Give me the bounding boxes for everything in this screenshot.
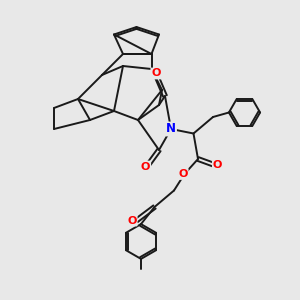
Text: O: O (178, 169, 188, 179)
Text: O: O (151, 68, 161, 79)
Text: O: O (127, 215, 137, 226)
Text: O: O (213, 160, 222, 170)
Text: N: N (166, 122, 176, 136)
Text: O: O (141, 161, 150, 172)
